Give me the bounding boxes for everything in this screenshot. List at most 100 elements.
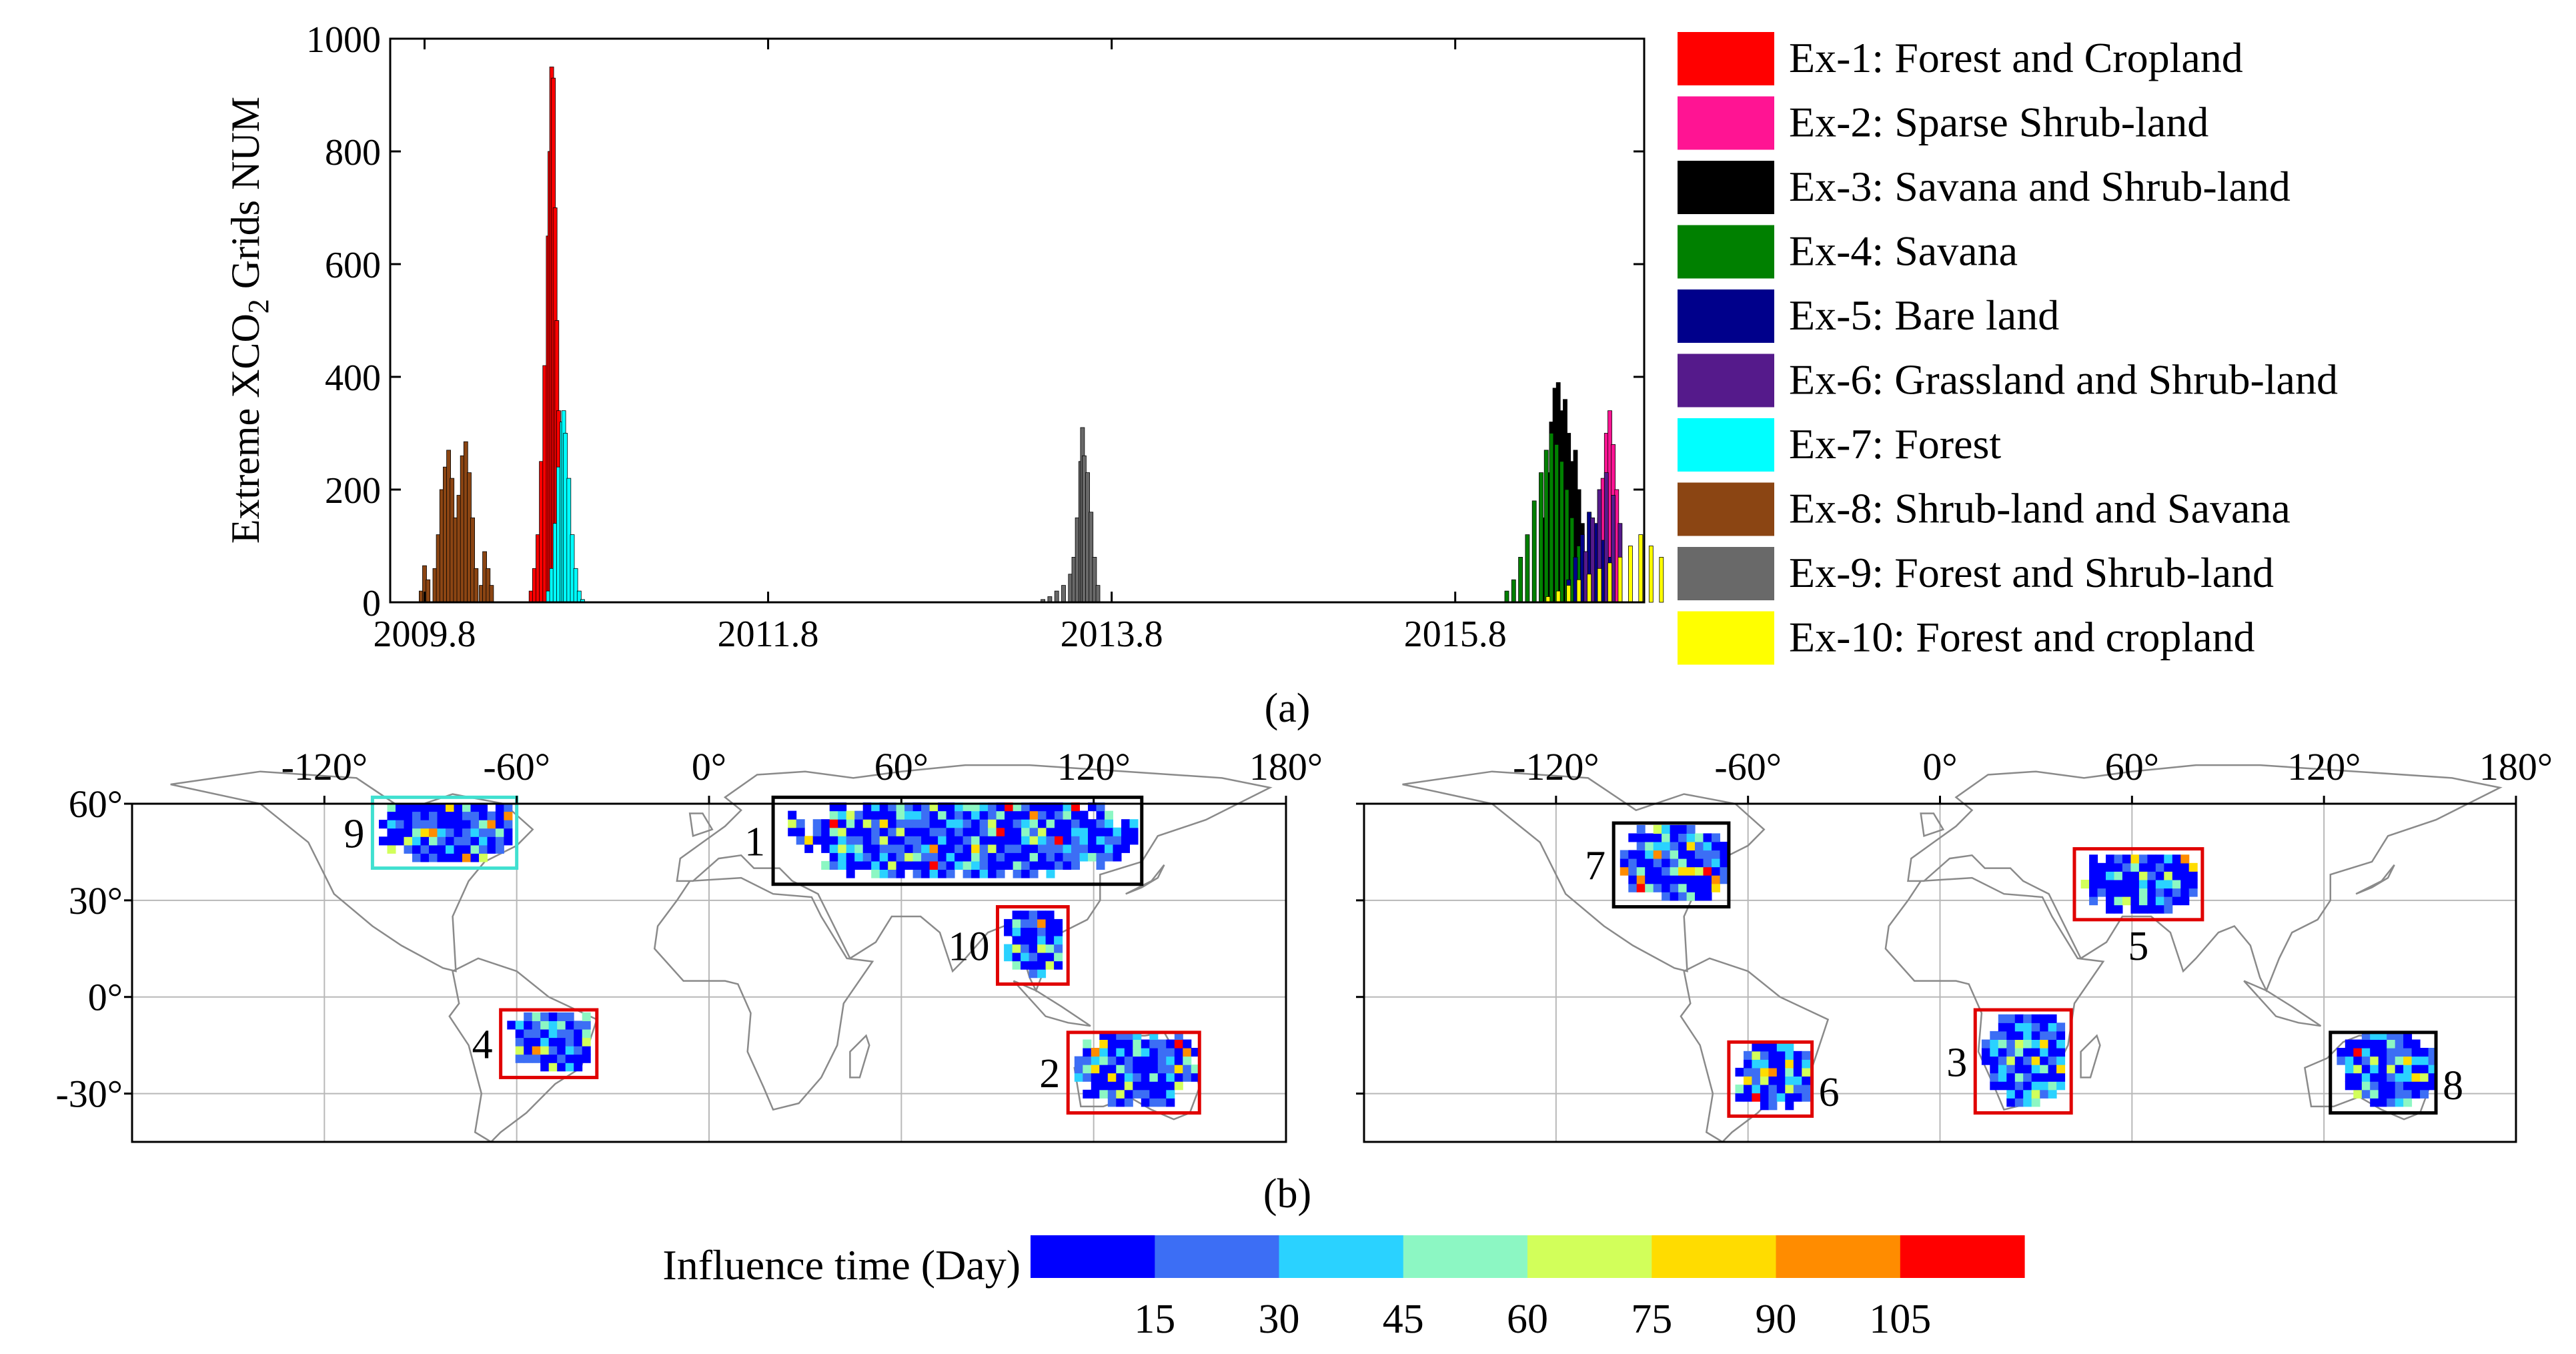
colorbar-cell [1900,1235,2025,1278]
heat-cell [1712,850,1720,859]
heat-cell [1045,952,1055,962]
heat-cell [846,844,855,853]
heat-cell [2023,1048,2032,1057]
heat-cell [2031,1073,2040,1082]
heat-cell [2040,1048,2049,1057]
heat-cell [379,836,388,846]
heat-cell [971,827,981,836]
heat-cell [1021,952,1030,962]
heat-cell [2014,1031,2024,1040]
heat-cell [437,811,446,820]
heat-cell [2361,1065,2371,1074]
heat-cell [2345,1065,2354,1074]
heat-cell [1099,1065,1109,1074]
heat-cell [904,836,914,845]
heat-cell [1116,1048,1125,1057]
heat-cell [1083,1089,1092,1099]
heat-cell [788,819,797,828]
heat-cell [829,852,838,862]
heat-cell [1166,1039,1175,1049]
heat-cell [988,836,997,845]
legend-label-ex3: Ex-3: Savana and Shrub-land [1789,163,2291,210]
heat-cell [1703,875,1712,884]
heat-cell [1645,875,1654,884]
heat-cell [1785,1101,1794,1111]
heat-cell [871,869,880,878]
heat-cell [2023,1056,2032,1065]
heat-cell [1802,1076,1811,1085]
heat-cell [921,844,930,853]
heat-cell [1712,833,1720,842]
heat-cell [1785,1051,1794,1060]
heat-cell [1752,1085,1761,1094]
coastline [653,876,874,1111]
heat-cell [446,803,454,812]
heat-cell [2014,1048,2024,1057]
heat-cell [962,819,972,828]
heat-cell [946,819,955,828]
heat-cell [1021,910,1030,920]
heat-cell [1653,842,1662,851]
heat-cell [1116,1039,1125,1049]
heat-cell [1004,952,1013,962]
heat-cell [2106,862,2114,872]
heat-cell [979,844,989,853]
heat-cell [1005,852,1014,862]
heat-cell [2353,1048,2363,1057]
heat-cell [929,852,938,862]
lat-tick-label: 30° [69,879,123,922]
heat-cell [420,811,430,820]
heat-cell [524,1046,533,1055]
heat-cell [2014,1089,2024,1099]
heat-cell [1149,1089,1159,1099]
heat-cell [871,827,880,836]
bar-ex4-4 [1531,500,1537,603]
heat-cell [1046,860,1055,870]
heat-cell [971,852,981,862]
heat-cell [1012,944,1021,953]
heat-cell [1133,1048,1142,1057]
heat-cell [1121,836,1130,845]
bar-ex10-9 [1638,534,1644,603]
heat-cell [504,811,513,820]
heat-cell [1029,969,1038,978]
region-9-cells [379,803,513,862]
heat-cell [1620,850,1629,859]
heat-cell [829,836,838,845]
heat-cell [2080,880,2090,889]
heat-cell [1121,819,1130,828]
heat-cell [582,1029,591,1039]
colorbar-cell [1031,1235,1155,1278]
lon-tick-label: 120° [2287,745,2361,788]
heat-cell [1012,910,1021,920]
heat-cell [1785,1043,1794,1052]
heat-cell [2031,1023,2040,1032]
heat-cell [1628,883,1638,892]
heat-cell [829,819,838,828]
heat-cell [2378,1065,2387,1074]
heat-cell [1670,824,1679,834]
heat-cell [2130,904,2140,914]
bar-ex4-9 [1559,461,1564,603]
lat-tick-label: -30° [55,1073,123,1116]
heat-cell [1105,836,1113,845]
heat-cell [1695,858,1704,868]
heat-cell [879,836,888,845]
heat-cell [2411,1073,2421,1082]
heat-cell [2353,1056,2363,1065]
region-box-8 [2329,1031,2438,1115]
plot-frame [389,37,1646,604]
heat-cell [812,827,822,836]
heat-cell [1166,1089,1175,1099]
heat-cell [532,1012,541,1021]
heat-cell [2114,854,2123,864]
coastline [1920,812,1945,837]
heat-cell [446,811,454,820]
map-right: 7 5 6 3 8 -120° -60° 0° 60° 120° 180° [1356,745,2553,1143]
heat-cell [2361,1081,2371,1091]
heat-cell [1054,952,1063,962]
heat-cell [437,844,446,854]
heat-cell [1744,1067,1752,1077]
heat-cell [1079,827,1089,836]
heat-cell [2164,880,2173,889]
